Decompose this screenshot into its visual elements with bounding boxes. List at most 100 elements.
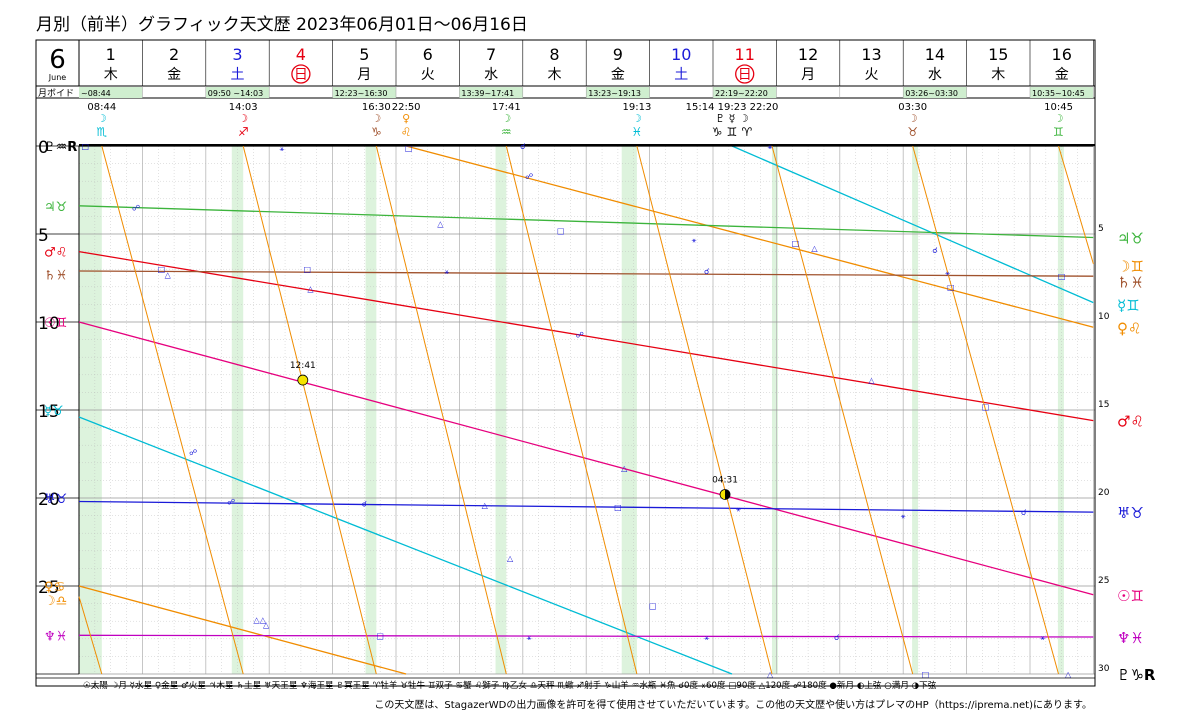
left-planet-label: ☉♊ <box>44 316 67 331</box>
series-line-☽ <box>78 596 103 675</box>
quarter-moon-shade <box>725 489 731 500</box>
ingress-time: 14:03 <box>229 102 258 113</box>
ingress-planet: ☽ <box>97 112 107 125</box>
phase-time: 04:31 <box>712 475 738 485</box>
series-line-♃ <box>78 205 1094 239</box>
right-planet-label: ☽♊ <box>1117 258 1144 276</box>
month-number: 6 <box>49 45 66 75</box>
aspect-marker: □ <box>1058 272 1066 281</box>
weekday-label: 水 <box>928 67 942 83</box>
aspect-marker: △ <box>263 621 270 630</box>
left-planet-label: ☿♉ <box>44 404 64 419</box>
aspect-marker: ⚹ <box>444 267 449 276</box>
series-line-☽ <box>242 145 377 675</box>
series-line-☉ <box>78 321 1094 596</box>
weekday-label: 月 <box>357 67 371 83</box>
weekday-label: 火 <box>421 67 435 83</box>
footer-note: この天文歴は、StagazerWDの出力画像を許可を得て使用させていただいていま… <box>374 700 1092 711</box>
void-time: 09:50 ~14:03 <box>208 89 263 98</box>
series-line-☿ <box>78 416 733 675</box>
left-planet-label: ♅♉ <box>44 492 67 507</box>
right-tick-label: 15 <box>1098 400 1109 410</box>
void-time: 12:23~16:30 <box>335 89 388 98</box>
page-title: 月別（前半）グラフィック天文歴 2023年06月01日～06月16日 <box>36 15 528 35</box>
aspect-marker: △ <box>767 670 774 679</box>
day-number: 2 <box>169 45 179 64</box>
sunday-circle <box>735 64 755 84</box>
series-line-♀ <box>78 585 407 675</box>
series-line-☽ <box>912 145 1059 675</box>
day-number: 3 <box>232 45 242 64</box>
y-tick-label: 15 <box>38 402 60 422</box>
left-planet-label: ☽♎ <box>44 594 67 609</box>
aspect-marker: ☌ <box>520 142 525 151</box>
ingress-planet: ☽ <box>632 112 642 125</box>
aspect-marker: □ <box>982 402 990 411</box>
day-number: 16 <box>1052 45 1072 64</box>
void-time: 13:39~17:41 <box>461 89 514 98</box>
aspect-marker: ⚹ <box>736 505 741 514</box>
left-planet-label: ♃♉ <box>44 200 67 215</box>
weekday-label: 木 <box>104 67 118 83</box>
legend-text: ☉太陽 ☽月 ☿水星 ♀金星 ♂火星 ♃木星 ♄土星 ♅天王星 ♆海王星 ♇冥王… <box>83 679 937 691</box>
day-number: 10 <box>671 45 691 64</box>
ingress-sign: ♑ <box>371 125 382 139</box>
aspect-marker: △ <box>260 615 267 624</box>
ingress-sign: ♒ <box>501 125 512 139</box>
series-line-♂ <box>78 250 1094 422</box>
ingress-planet: ♀ <box>402 112 410 125</box>
void-time: ~08:44 <box>81 89 111 98</box>
full-moon-marker <box>297 374 309 386</box>
series-line-♄ <box>78 270 1094 277</box>
weekday-label: 日 <box>738 67 752 83</box>
aspect-marker: ☌ <box>704 267 709 276</box>
void-cell <box>79 87 143 98</box>
weekday-label: 木 <box>991 67 1005 83</box>
weekday-label: 日 <box>294 67 308 83</box>
void-cell <box>903 87 967 98</box>
day-number: 15 <box>988 45 1008 64</box>
aspect-marker: ⚹ <box>692 235 697 244</box>
aspect-marker: ☍ <box>189 448 197 457</box>
aspect-marker: ☍ <box>227 498 235 507</box>
y-tick-label: 0 <box>38 138 49 158</box>
chart-frame <box>35 39 1096 687</box>
right-tick-label: 10 <box>1098 312 1110 322</box>
aspect-marker: ☌ <box>1021 508 1026 517</box>
series-line-☽ <box>505 145 638 675</box>
ingress-sign: ♊ <box>1053 125 1064 139</box>
day-number: 7 <box>486 45 496 64</box>
aspect-marker: △ <box>1065 670 1072 679</box>
right-planet-label: ♄♓ <box>1117 274 1144 292</box>
right-planet-label: ♇♑R <box>1117 666 1156 684</box>
aspect-marker: □ <box>376 631 384 640</box>
ingress-time: 03:30 <box>898 102 927 113</box>
aspect-marker: □ <box>947 283 955 292</box>
series-line-♀ <box>405 145 1094 328</box>
left-planet-label: ♆♓ <box>44 629 67 644</box>
day-number: 6 <box>423 45 433 64</box>
left-planet-label: ♇♒R <box>44 140 77 155</box>
day-number: 4 <box>296 45 306 64</box>
right-tick-label: 20 <box>1098 488 1110 498</box>
aspect-marker: □ <box>82 142 90 151</box>
aspect-marker: □ <box>303 265 311 274</box>
aspect-marker: □ <box>557 226 565 235</box>
aspect-marker: ⚹ <box>704 633 709 642</box>
series-line-☽ <box>636 145 773 675</box>
right-planet-label: ♂♌ <box>1117 413 1144 431</box>
ingress-planet: ☽ <box>501 112 511 125</box>
void-time: 10:35~10:45 <box>1032 89 1085 98</box>
weekday-label: 金 <box>611 67 625 83</box>
aspect-marker: △ <box>621 464 628 473</box>
void-cell <box>1030 87 1094 98</box>
ingress-sign: ♓ <box>632 125 643 139</box>
day-number: 11 <box>735 45 755 64</box>
y-tick-label: 25 <box>38 578 60 598</box>
aspect-marker: △ <box>437 219 444 228</box>
aspect-marker: ⚹ <box>945 269 950 278</box>
void-row-label: 月ボイド <box>38 88 74 99</box>
aspect-marker: ⚹ <box>768 142 773 151</box>
sunday-circle <box>291 64 311 84</box>
aspect-marker: ⚹ <box>279 144 284 153</box>
